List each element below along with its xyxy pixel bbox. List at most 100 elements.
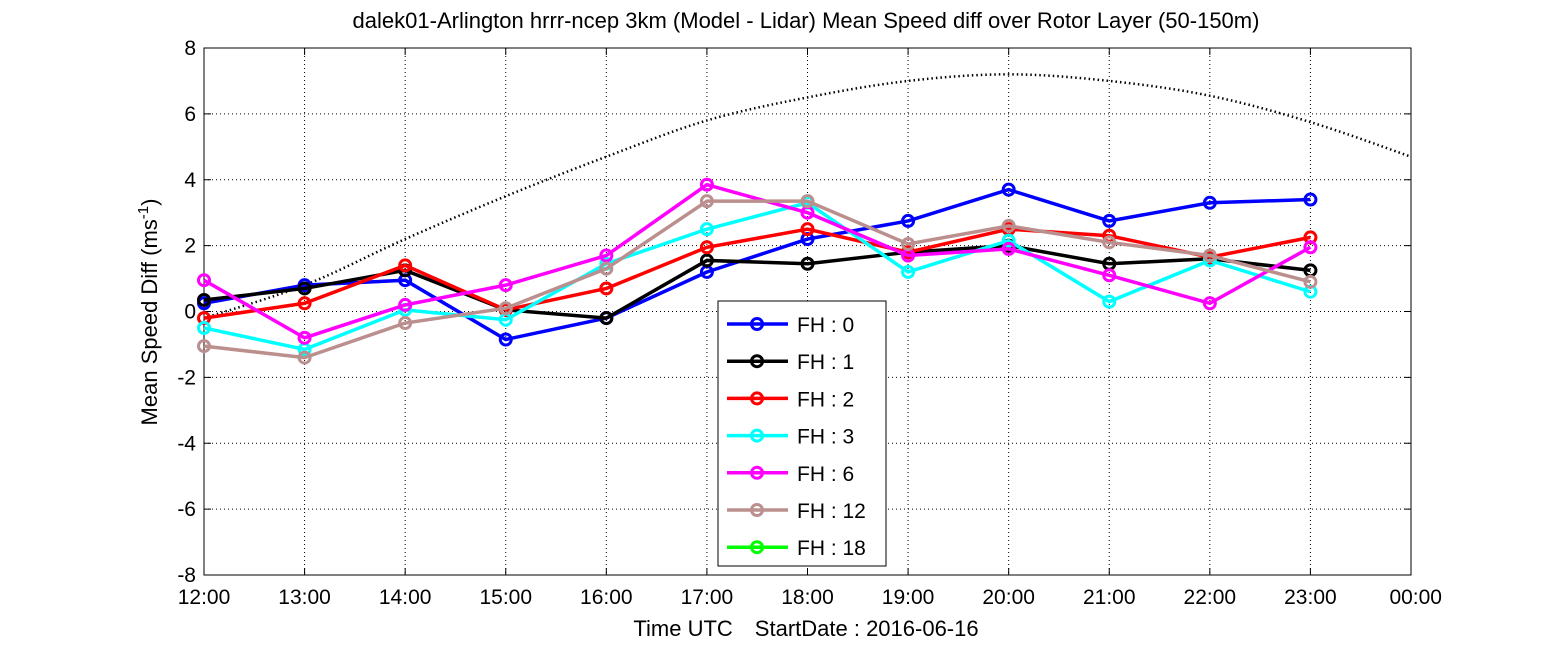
y-tick-label: 2 bbox=[184, 235, 196, 258]
x-tick-label: 18:00 bbox=[781, 586, 834, 609]
data-point bbox=[800, 222, 815, 237]
series-line bbox=[203, 227, 1311, 320]
legend-item: FH : 0 bbox=[727, 314, 854, 337]
series-line bbox=[203, 187, 1311, 342]
y-tick-label: 8 bbox=[184, 37, 196, 60]
legend-item: FH : 12 bbox=[727, 500, 866, 523]
x-tick-label: 21:00 bbox=[1083, 586, 1136, 609]
legend-marker bbox=[750, 354, 764, 369]
data-point bbox=[800, 194, 815, 209]
series-fh6 bbox=[197, 177, 1318, 345]
y-tick-label: -4 bbox=[177, 432, 196, 455]
data-point bbox=[398, 297, 413, 312]
data-point bbox=[498, 301, 513, 316]
x-tick-label: 14:00 bbox=[379, 586, 432, 609]
data-point bbox=[1001, 182, 1016, 197]
legend-label: FH : 6 bbox=[797, 463, 854, 486]
x-tick-label: 20:00 bbox=[982, 586, 1035, 609]
y-axis-label: Mean Speed Diff (ms-1) bbox=[135, 199, 162, 426]
series-line bbox=[203, 199, 1311, 360]
data-point bbox=[1102, 294, 1117, 309]
x-axis-label: Time UTC StartDate : 2016-06-16 bbox=[633, 616, 978, 641]
data-point bbox=[1303, 192, 1318, 207]
data-point bbox=[1202, 195, 1217, 210]
data-point bbox=[297, 350, 312, 365]
data-point bbox=[197, 292, 211, 307]
series-group bbox=[197, 177, 1318, 365]
data-point bbox=[197, 273, 211, 288]
y-axis: -8 -6 -4 -2 0 2 4 6 8 bbox=[177, 37, 1411, 587]
data-point bbox=[901, 264, 916, 279]
data-point bbox=[1001, 233, 1016, 248]
data-point bbox=[498, 278, 513, 293]
data-point bbox=[699, 177, 714, 192]
data-point bbox=[599, 248, 614, 263]
chart-title: dalek01-Arlington hrrr-ncep 3km (Model -… bbox=[353, 8, 1260, 33]
data-point bbox=[599, 311, 614, 326]
data-point bbox=[599, 261, 614, 276]
y-tick-label: -8 bbox=[177, 564, 196, 587]
legend-label: FH : 0 bbox=[797, 314, 854, 337]
data-point bbox=[1303, 274, 1318, 289]
reference-curve-line bbox=[203, 73, 1412, 320]
x-tick-label: 13:00 bbox=[278, 586, 331, 609]
y-tick-label: 0 bbox=[184, 301, 196, 324]
data-point bbox=[297, 330, 312, 345]
legend: FH : 0 FH : 1 FH : 2 FH : 3 FH : 6 FH : 12 FH … bbox=[717, 300, 887, 567]
legend-marker bbox=[750, 503, 764, 517]
x-tick-label: 12:00 bbox=[178, 586, 231, 609]
data-point bbox=[1001, 218, 1016, 233]
legend-box bbox=[717, 300, 887, 567]
legend-marker bbox=[750, 428, 764, 443]
data-point bbox=[1102, 213, 1117, 228]
legend-label: FH : 18 bbox=[797, 537, 866, 560]
data-point bbox=[398, 316, 413, 331]
data-point bbox=[297, 296, 312, 311]
x-tick-label: 16:00 bbox=[580, 586, 633, 609]
legend-item: FH : 18 bbox=[727, 537, 866, 560]
series-fh12 bbox=[197, 194, 1318, 365]
y-tick-label: 4 bbox=[184, 169, 196, 192]
data-point bbox=[498, 332, 513, 347]
data-point bbox=[197, 320, 211, 335]
series-line bbox=[203, 182, 1312, 340]
legend-label: FH : 2 bbox=[797, 388, 854, 411]
x-axis: 12:00 13:00 14:00 15:00 16:00 17:00 18:00 19:00… bbox=[178, 48, 1442, 609]
data-point bbox=[800, 256, 815, 271]
legend-label: FH : 12 bbox=[797, 500, 866, 523]
legend-marker bbox=[750, 540, 764, 555]
reference-curve bbox=[203, 73, 1412, 320]
legend-label: FH : 1 bbox=[797, 351, 854, 374]
legend-marker bbox=[750, 465, 764, 480]
legend-marker bbox=[750, 317, 764, 331]
legend-label: FH : 3 bbox=[797, 426, 854, 449]
legend-item: FH : 2 bbox=[727, 388, 854, 411]
x-tick-label: 19:00 bbox=[882, 586, 935, 609]
x-tick-label: 23:00 bbox=[1284, 586, 1337, 609]
data-point bbox=[699, 222, 714, 237]
legend-item: FH : 6 bbox=[727, 463, 854, 486]
data-point bbox=[901, 213, 916, 228]
y-tick-label: 6 bbox=[184, 103, 196, 126]
data-point bbox=[1102, 235, 1117, 250]
data-point bbox=[901, 236, 916, 251]
data-point bbox=[1202, 248, 1217, 263]
y-tick-label: -6 bbox=[177, 498, 196, 521]
data-point bbox=[699, 240, 714, 255]
data-point bbox=[699, 194, 714, 209]
x-tick-label: 22:00 bbox=[1184, 586, 1237, 609]
data-point bbox=[699, 253, 714, 268]
data-point bbox=[1001, 241, 1016, 256]
legend-marker bbox=[750, 391, 764, 406]
data-point bbox=[1102, 268, 1117, 283]
data-point bbox=[599, 281, 614, 296]
data-point bbox=[297, 281, 312, 296]
legend-item: FH : 1 bbox=[727, 351, 854, 374]
data-point bbox=[1202, 296, 1217, 311]
series-line bbox=[203, 200, 1311, 352]
data-point bbox=[398, 258, 413, 273]
data-point bbox=[197, 339, 211, 354]
x-tick-label: 15:00 bbox=[479, 586, 532, 609]
x-tick-label: 00:00 bbox=[1389, 586, 1442, 609]
